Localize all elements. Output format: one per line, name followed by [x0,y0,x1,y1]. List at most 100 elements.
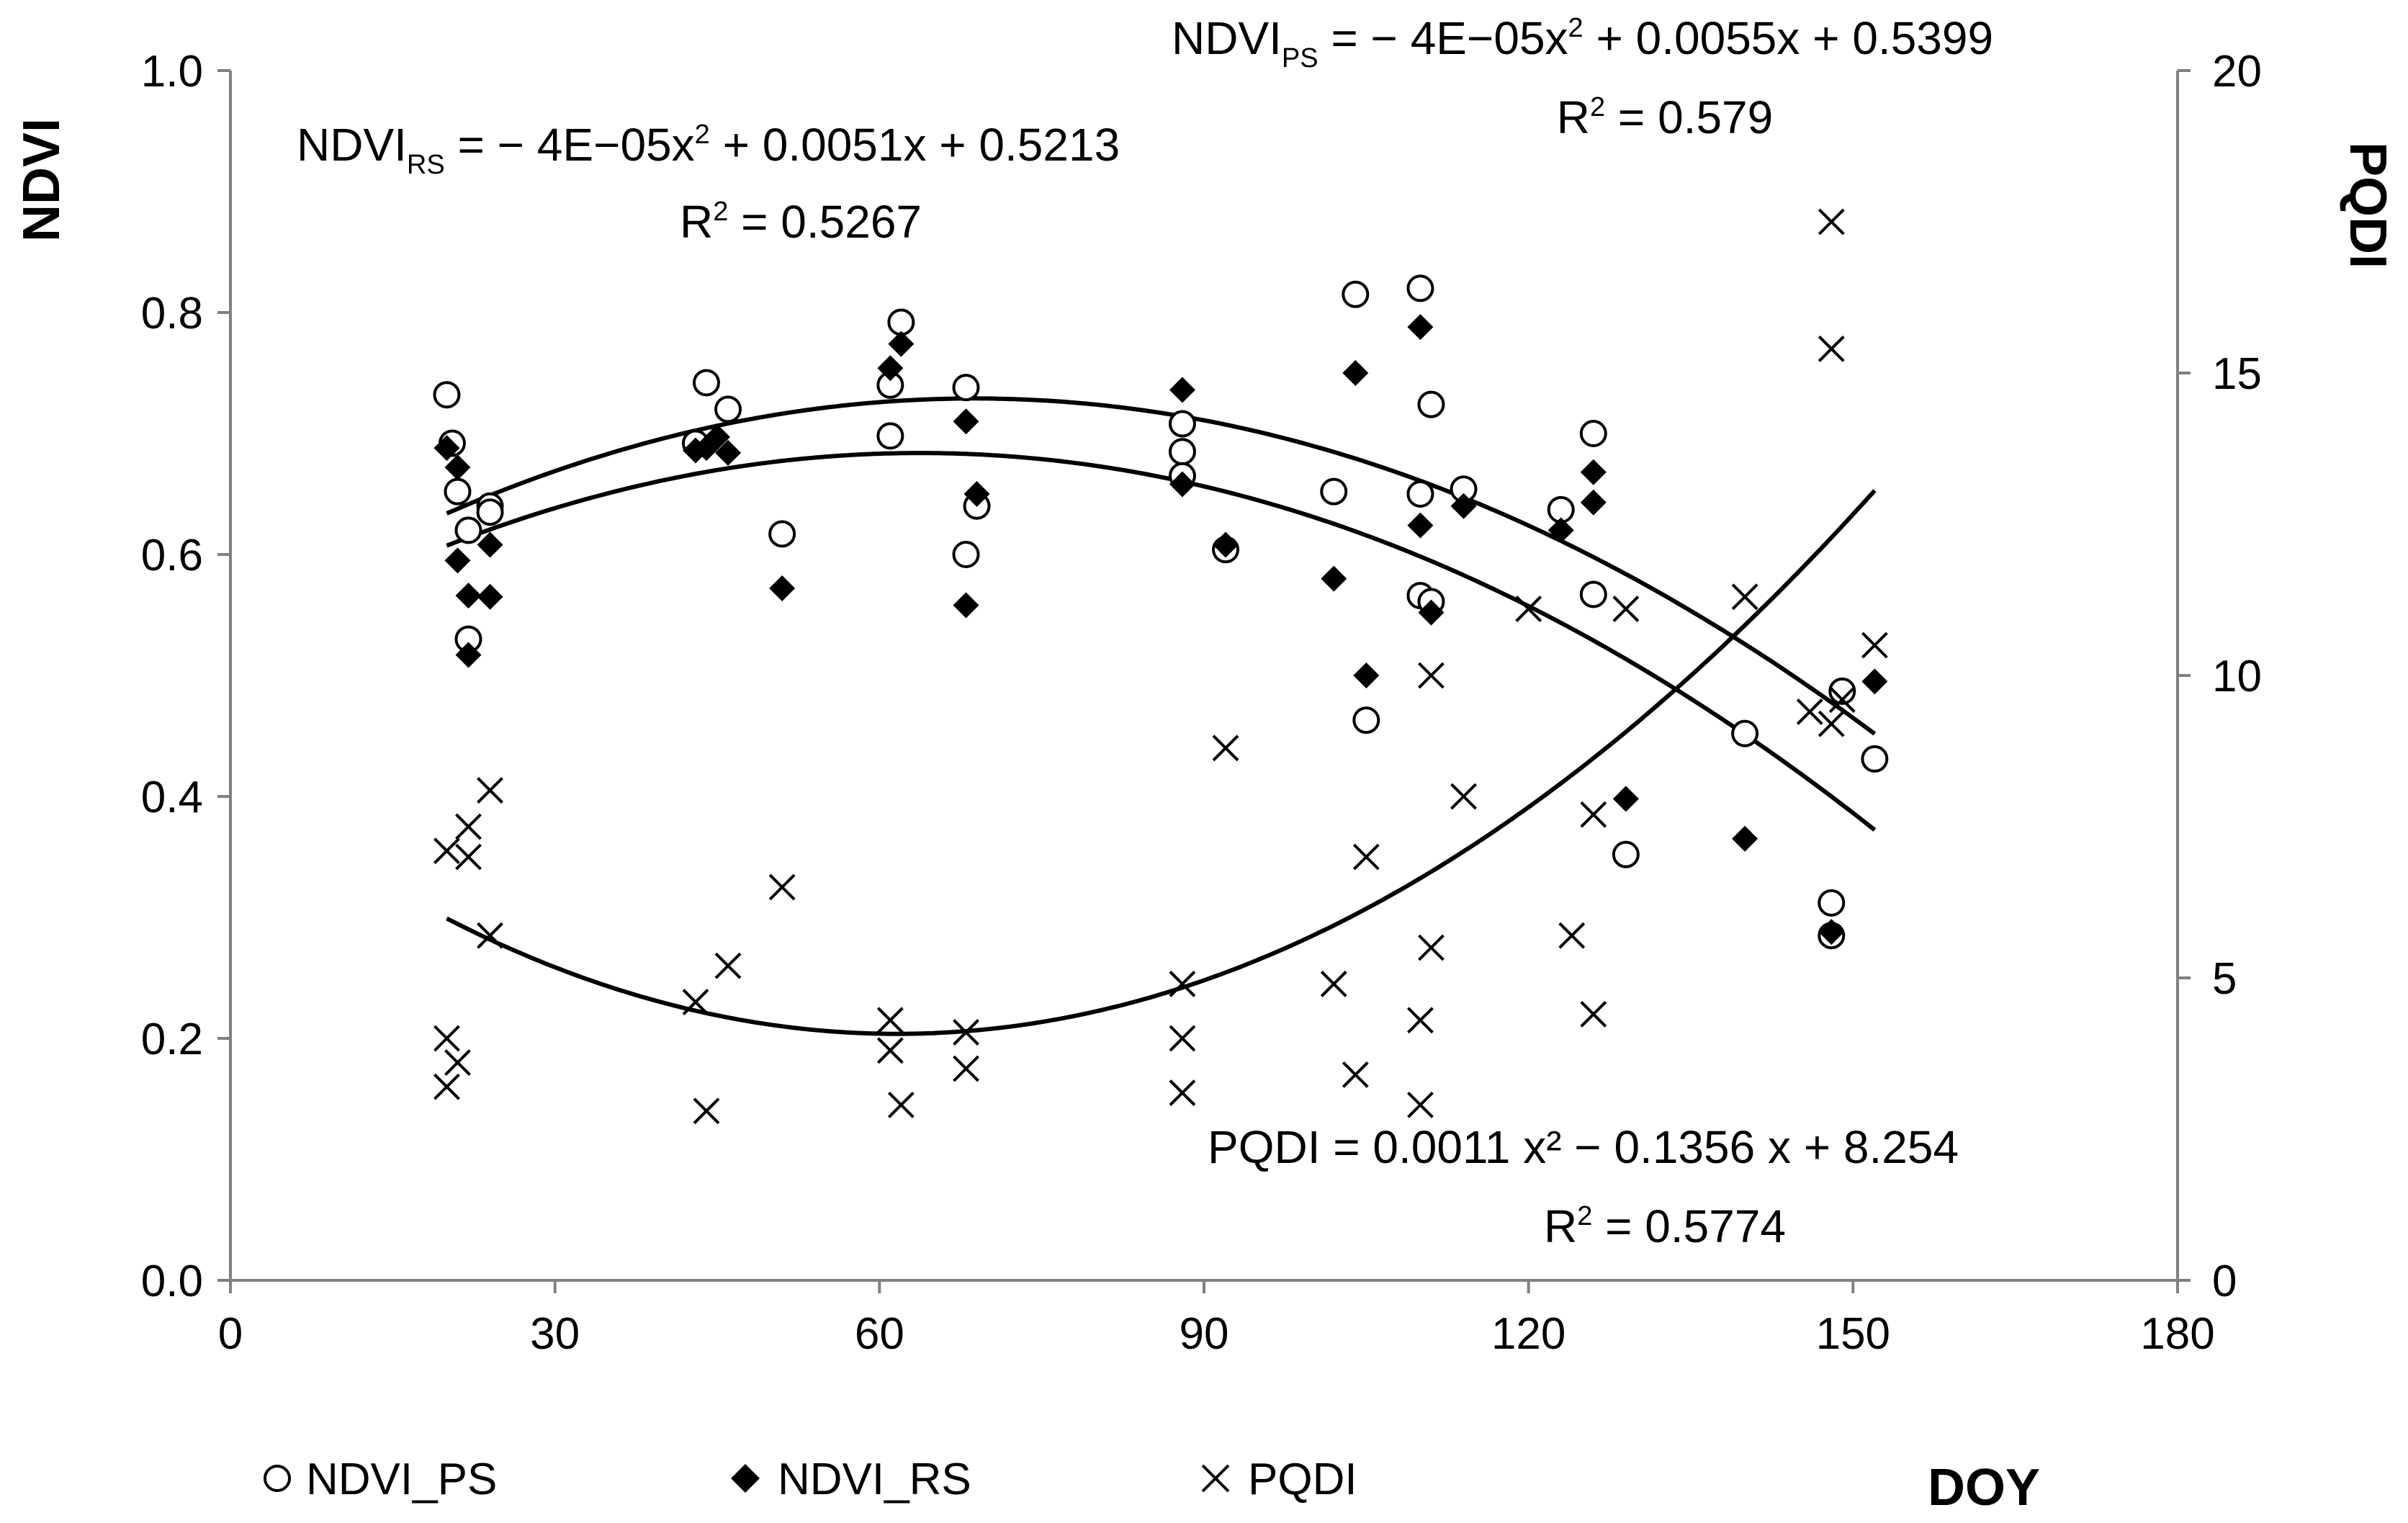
point-pqdi [953,1055,979,1082]
x-tick-label: 0 [218,1309,243,1359]
point-ndvi-rs [1580,489,1607,516]
point-ndvi-rs [1732,825,1758,852]
rs-equation-sub: RS [407,150,445,180]
point-ndvi-rs [1169,471,1195,498]
rs-r2: R2 = 0.5267 [680,196,922,248]
point-ndvi-rs [769,575,796,602]
point-pqdi-stroke [768,873,796,901]
point-pqdi [876,1037,904,1064]
point-ndvi-rs [1612,786,1639,812]
point-pqdi-stroke [1169,1079,1196,1107]
point-ndvi-ps [692,369,720,397]
pqdi-equation: PQDI = 0.0011 x² − 0.1356 x + 8.254 [1208,1121,1959,1173]
point-pqdi [477,777,503,804]
point-pqdi [1818,335,1845,362]
legend: NDVI_PS NDVI_RS PQDI [264,1455,1357,1504]
tick-labels: 0 30 60 90 120 150 180 0.0 0.2 0.4 0.6 0.8 1.0 0 5 10 15… [141,47,2262,1359]
point-ndvi-ps [1320,477,1348,506]
point-ndvi-ps [1579,420,1607,447]
point-pqdi-stroke [455,813,482,840]
x-tick-label: 180 [2140,1309,2214,1359]
ps-r2-exp: 2 [1590,92,1605,122]
legend-item-ndvi-ps: NDVI_PS [264,1455,497,1504]
data-points [433,208,1889,1125]
y2-tick-label: 5 [2212,954,2237,1004]
y-tick-label: 1.0 [141,47,203,96]
point-ndvi-rs [455,583,482,609]
point-pqdi-stroke [1861,632,1888,659]
point-pqdi [1796,698,1823,725]
point-ndvi-rs [715,439,742,466]
point-ndvi-rs [1407,314,1434,341]
y-tick-label: 0.8 [141,289,203,338]
trendline-ndvi-rs [446,451,1877,832]
point-pqdi-stroke [433,1073,460,1100]
point-pqdi [876,1007,904,1034]
point-pqdi-stroke [887,1091,915,1118]
rs-equation-rest: = − 4E−05x [445,119,695,171]
point-pqdi-stroke [693,1097,720,1125]
point-pqdi [1212,734,1239,762]
point-pqdi [455,843,482,871]
point-pqdi-stroke [1580,801,1607,828]
point-ndvi-ps [887,308,915,336]
y2-tick-label: 15 [2212,349,2262,399]
point-pqdi [1515,596,1542,623]
point-ndvi-ps [1168,438,1196,466]
x-tick-label: 90 [1180,1309,1229,1359]
trendlines [446,396,1877,1036]
point-ndvi-ps [1828,677,1856,705]
point-ndvi-ps [1731,719,1759,747]
point-ndvi-ps [444,477,472,506]
y-tick-label: 0.2 [141,1015,203,1064]
point-ndvi-ps [1579,580,1607,608]
x-tick-label: 120 [1491,1309,1565,1359]
point-pqdi-stroke [1731,583,1758,611]
point-ndvi-ps [714,395,742,423]
legend-label-ndvi-ps: NDVI_PS [306,1455,497,1504]
rs-equation-exp: 2 [695,120,710,150]
point-pqdi [953,1019,979,1046]
point-ndvi-ps [1818,889,1846,917]
y2-axis-title: PQDI [2339,142,2396,269]
point-pqdi [1169,1079,1196,1107]
point-pqdi [1818,208,1845,235]
point-ndvi-ps [1861,745,1889,773]
x-tick-label: 150 [1816,1309,1890,1359]
point-ndvi-rs [1353,662,1380,688]
point-ndvi-rs [1169,377,1195,403]
point-pqdi-stroke [444,1049,471,1077]
point-pqdi [1558,922,1586,949]
point-pqdi-stroke [1418,934,1445,961]
pqdi-r2-value: = 0.5774 [1592,1200,1786,1252]
point-ndvi-rs [953,592,979,619]
point-pqdi-stroke [1450,783,1477,810]
ps-equation-rest: = − 4E−05x [1318,12,1568,64]
ps-r2-label: R [1557,91,1590,143]
point-ndvi-ps [1417,390,1445,418]
point-ndvi-ps [1406,274,1434,302]
y-axis-title: NDVI [13,118,71,242]
point-pqdi [1580,1000,1607,1028]
point-ndvi-rs [477,531,503,558]
pqdi-r2: R2 = 0.5774 [1544,1200,1786,1252]
legend-item-pqdi [1201,1464,1230,1493]
point-pqdi-stroke [682,989,709,1016]
point-pqdi-stroke [1320,970,1347,997]
point-pqdi-stroke [1558,922,1586,949]
point-pqdi-stroke [953,1055,979,1082]
point-ndvi-rs [1418,599,1445,626]
point-pqdi-stroke [1818,208,1845,235]
trendline-pqdi [446,489,1877,1036]
y2-tick-label: 0 [2212,1257,2237,1306]
ps-equation-tail: + 0.0055x + 0.5399 [1583,12,1993,64]
point-ndvi-rs [477,583,503,610]
point-pqdi-stroke [1212,734,1239,762]
point-pqdi [1342,1061,1369,1088]
point-pqdi-stroke [1418,662,1445,689]
tick-marks [217,69,2191,1293]
point-ndvi-ps [433,381,461,409]
point-pqdi-stroke [1407,1007,1434,1034]
ps-r2-value: = 0.579 [1605,91,1773,143]
point-ndvi-ps [476,498,504,526]
